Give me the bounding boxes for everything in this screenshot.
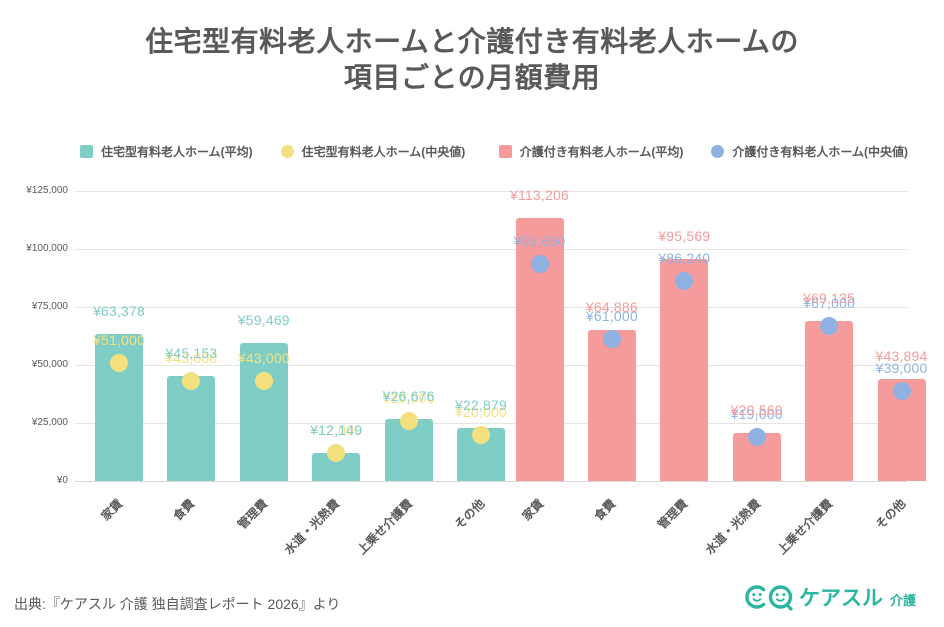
median-value-label: ¥20,000 — [454, 403, 507, 420]
median-value-label: ¥43,000 — [237, 350, 290, 367]
logo-suffix: 介護 — [889, 593, 917, 608]
median-value-label: ¥26,000 — [382, 389, 435, 406]
median-dot — [399, 411, 418, 430]
legend-label: 介護付き有料老人ホーム(平均) — [519, 145, 684, 159]
legend-group-nursing: 介護付き有料老人ホーム(平均) 介護付き有料老人ホーム(中央値) — [498, 143, 908, 160]
y-axis-tick: ¥50,000 — [31, 359, 68, 370]
avg-value-label: ¥95,569 — [658, 228, 711, 245]
source-note: 出典:『ケアスル 介護 独自調査レポート 2026』より — [14, 596, 341, 612]
legend-item: 住宅型有料老人ホーム(平均) — [80, 143, 253, 160]
avg-value-label: ¥113,206 — [510, 187, 569, 204]
chart-title-line2: 項目ごとの月額費用 — [343, 62, 601, 94]
avg-value-label: ¥59,469 — [237, 312, 290, 329]
median-value-label: ¥43,000 — [165, 350, 218, 367]
legend-label: 介護付き有料老人ホーム(中央値) — [732, 145, 908, 159]
median-value-label: ¥67,000 — [803, 294, 856, 311]
median-value-label: ¥86,240 — [658, 249, 711, 266]
gridline — [75, 365, 907, 366]
median-dot — [892, 381, 911, 400]
median-value-label: ¥19,000 — [730, 405, 783, 422]
y-axis-tick: ¥25,000 — [31, 417, 68, 428]
avg-bar — [167, 376, 216, 481]
legend-item: 介護付き有料老人ホーム(平均) — [498, 143, 684, 160]
y-axis-tick: ¥75,000 — [31, 301, 68, 312]
avg-value-label: ¥43,894 — [875, 348, 928, 365]
logo-text: ケアスル — [799, 587, 883, 610]
avg-value-label: ¥63,378 — [92, 302, 145, 319]
avg-value-label: ¥26,676 — [382, 388, 435, 405]
avg-bar — [239, 343, 288, 481]
median-dot — [530, 254, 549, 273]
legend-item: 住宅型有料老人ホーム(中央値) — [280, 143, 466, 160]
legend-label: 住宅型有料老人ホーム(平均) — [101, 145, 253, 159]
avg-value-label: ¥12,149 — [310, 421, 363, 438]
y-axis-tick: ¥100,000 — [26, 243, 68, 254]
y-axis-tick: ¥125,000 — [26, 185, 68, 196]
avg-value-label: ¥64,886 — [585, 299, 638, 316]
gridline — [75, 191, 907, 192]
avg-bar — [587, 330, 636, 481]
avg-bar — [660, 259, 709, 481]
median-value-label: ¥12,000 — [310, 422, 363, 439]
legend-square-marker — [498, 145, 512, 158]
gridline — [75, 481, 907, 482]
y-axis-tick: ¥0 — [56, 475, 68, 486]
legend-label: 住宅型有料老人ホーム(中央値) — [301, 145, 466, 159]
median-dot — [110, 353, 128, 372]
median-value-label: ¥93,650 — [513, 232, 566, 249]
gridline — [75, 249, 907, 250]
median-dot — [327, 444, 346, 463]
median-dot — [820, 316, 839, 335]
avg-bar — [805, 320, 854, 481]
median-value-label: ¥51,000 — [92, 331, 145, 348]
legend-circle-marker — [711, 145, 725, 158]
median-value-label: ¥61,000 — [585, 308, 638, 325]
legend-group-residential: 住宅型有料老人ホーム(平均) 住宅型有料老人ホーム(中央値) — [80, 143, 465, 160]
median-dot — [182, 372, 201, 391]
median-dot — [472, 425, 490, 444]
avg-value-label: ¥20,560 — [730, 402, 783, 419]
avg-value-label: ¥22,879 — [454, 396, 507, 413]
chart-title-line1: 住宅型有料老人ホームと介護付き有料老人ホームの — [145, 26, 799, 57]
legend-circle-marker — [280, 145, 294, 158]
avg-value-label: ¥69,135 — [803, 289, 856, 306]
gridline — [75, 423, 907, 424]
chart-title: 住宅型有料老人ホームと介護付き有料老人ホームの 項目ごとの月額費用 — [0, 24, 944, 97]
avg-value-label: ¥45,153 — [165, 345, 218, 362]
caresul-logo-image: ケアスル 介護 — [745, 585, 917, 611]
median-value-label: ¥39,000 — [875, 359, 928, 376]
caresul-logo: ケアスル 介護 — [744, 581, 934, 618]
median-dot — [254, 372, 273, 391]
legend-square-marker — [80, 145, 93, 158]
legend-item: 介護付き有料老人ホーム(中央値) — [711, 143, 908, 160]
gridline — [75, 307, 907, 308]
median-dot — [675, 271, 694, 290]
median-dot — [602, 330, 621, 349]
legend: 住宅型有料老人ホーム(平均) 住宅型有料老人ホーム(中央値) 介護付き有料老人ホー… — [80, 143, 908, 160]
median-dot — [747, 427, 766, 446]
